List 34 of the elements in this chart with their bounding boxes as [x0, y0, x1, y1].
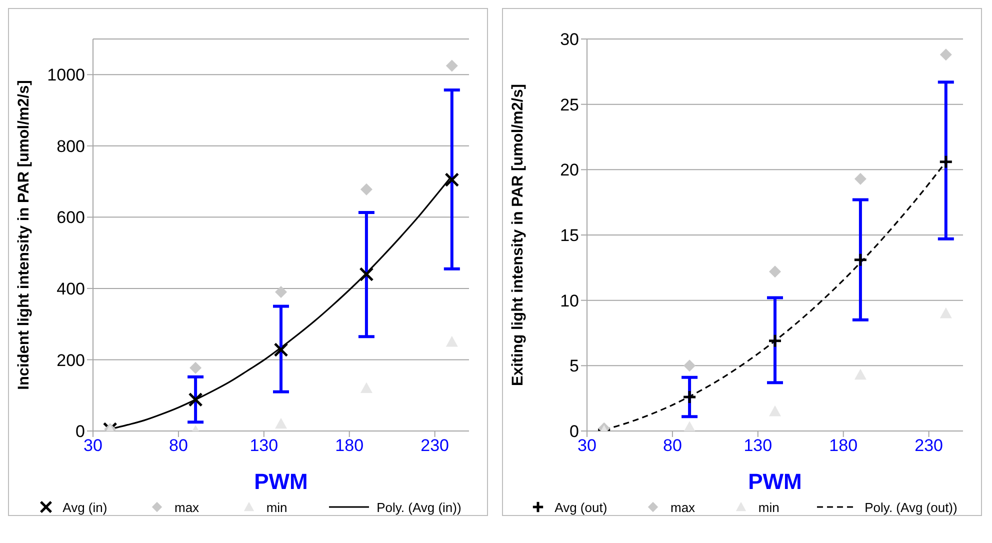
y-axis-title: Incident light intensity in PAR [umol/m2/s] [16, 80, 33, 390]
x-tick-label: 230 [420, 436, 450, 456]
y-tick-label: 400 [56, 279, 85, 298]
y-axis-title: Exiting light intensity in PAR [umol/m2/s] [510, 84, 527, 386]
legend-label: max [670, 500, 696, 514]
legend-label: Poly. (Avg (out)) [864, 500, 958, 514]
y-tick-label: 600 [56, 208, 85, 228]
x-tick-label: 180 [829, 436, 858, 456]
y-tick-label: 0 [570, 422, 579, 442]
y-tick-label: 15 [560, 226, 579, 246]
x-axis-title: PWM [254, 469, 308, 494]
y-tick-label: 10 [560, 291, 579, 310]
legend-label: max [174, 500, 200, 514]
legend-label: Avg (out) [554, 500, 608, 514]
y-tick-label: 1000 [47, 66, 85, 85]
y-tick-label: 20 [560, 160, 579, 180]
x-axis-title: PWM [748, 469, 802, 494]
legend-label: Avg (in) [62, 500, 108, 514]
x-tick-label: 230 [914, 436, 944, 456]
x-tick-label: 180 [335, 436, 364, 456]
legend-label: Poly. (Avg (in)) [376, 500, 462, 514]
x-tick-label: 130 [250, 436, 278, 456]
y-tick-label: 200 [56, 350, 85, 370]
y-tick-label: 800 [56, 136, 85, 156]
y-tick-label: 0 [76, 422, 85, 442]
y-tick-label: 25 [560, 95, 579, 114]
legend-label: min [266, 500, 288, 514]
y-tick-label: 5 [570, 356, 579, 376]
legend-label: min [758, 500, 780, 514]
x-tick-label: 80 [662, 436, 682, 456]
x-tick-label: 80 [168, 436, 188, 456]
y-tick-label: 30 [560, 30, 579, 50]
x-tick-label: 30 [84, 436, 102, 456]
x-tick-label: 130 [744, 436, 772, 456]
